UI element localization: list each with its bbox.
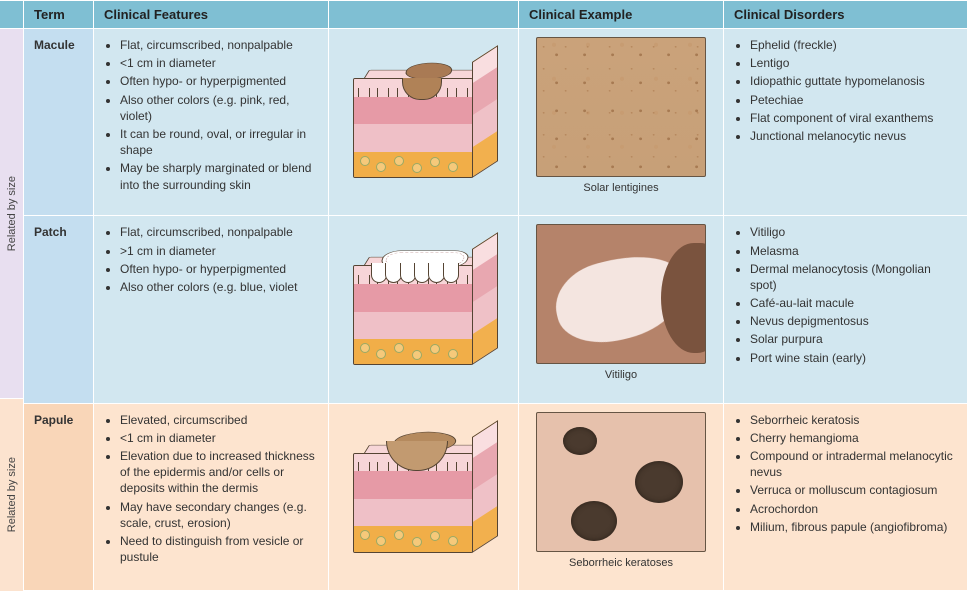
table-row: Macule Flat, circumscribed, nonpalpable <… [24,29,968,216]
list-item: Nevus depigmentosus [750,313,957,329]
features-cell: Flat, circumscribed, nonpalpable <1 cm in… [94,29,329,216]
list-item: Need to distinguish from vesicle or pust… [120,533,318,565]
list-item: Port wine stain (early) [750,350,957,366]
disorders-cell: Vitiligo Melasma Dermal melanocytosis (Mon… [724,216,968,403]
skin-diagram-papule [346,427,501,567]
side-group-1-label: Related by size [6,176,18,251]
th-term: Term [24,1,94,29]
list-item: Petechiae [750,92,957,108]
side-group-2-label: Related by size [6,457,18,532]
skin-diagram-patch [346,239,501,379]
example-caption: Seborrheic keratoses [529,556,713,571]
list-item: Flat, circumscribed, nonpalpable [120,224,318,240]
list-item: Vitiligo [750,224,957,240]
list-item: Ephelid (freckle) [750,37,957,53]
example-cell: Solar lentigines [519,29,724,216]
list-item: Lentigo [750,55,957,71]
table-row: Papule Elevated, circumscribed <1 cm in d… [24,403,968,590]
list-item: Elevated, circumscribed [120,412,318,428]
clinical-photo-vitiligo [536,224,706,364]
example-caption: Vitiligo [529,368,713,383]
list-item: Flat component of viral exanthems [750,110,957,126]
features-cell: Flat, circumscribed, nonpalpable >1 cm in… [94,216,329,403]
side-group-2: Related by size [0,398,23,591]
list-item: Cherry hemangioma [750,430,957,446]
list-item: Flat, circumscribed, nonpalpable [120,37,318,53]
clinical-photo-sk [536,412,706,552]
side-label-column: Related by size Related by size [0,0,23,591]
list-item: <1 cm in diameter [120,430,318,446]
side-header-spacer [0,0,23,28]
list-item: May be sharply marginated or blend into … [120,160,318,192]
list-item: Solar purpura [750,331,957,347]
example-caption: Solar lentigines [529,181,713,196]
features-list: Elevated, circumscribed <1 cm in diameter… [120,412,318,566]
list-item: Verruca or molluscum contagiosum [750,482,957,498]
list-item: Melasma [750,243,957,259]
clinical-photo-lentigines [536,37,706,177]
list-item: >1 cm in diameter [120,243,318,259]
list-item: Idiopathic guttate hypomelanosis [750,73,957,89]
term-cell: Papule [24,403,94,590]
list-item: Seborrheic keratosis [750,412,957,428]
list-item: Also other colors (e.g. pink, red, viole… [120,92,318,124]
th-diagram [329,1,519,29]
diagram-cell [329,216,519,403]
lesion-table: Term Clinical Features Clinical Example … [23,0,968,591]
list-item: Junctional melanocytic nevus [750,128,957,144]
th-disorders: Clinical Disorders [724,1,968,29]
list-item: May have secondary changes (e.g. scale, … [120,499,318,531]
page: Related by size Related by size Term Cli… [0,0,968,591]
list-item: Acrochordon [750,501,957,517]
list-item: Café-au-lait macule [750,295,957,311]
list-item: Dermal melanocytosis (Mongolian spot) [750,261,957,293]
list-item: Often hypo- or hyperpigmented [120,73,318,89]
disorders-list: Vitiligo Melasma Dermal melanocytosis (Mon… [750,224,957,366]
list-item: Milium, fibrous papule (angiofibroma) [750,519,957,535]
example-cell: Seborrheic keratoses [519,403,724,590]
features-list: Flat, circumscribed, nonpalpable <1 cm in… [120,37,318,193]
list-item: Elevation due to increased thickness of … [120,448,318,497]
diagram-cell [329,29,519,216]
term-cell: Patch [24,216,94,403]
disorders-list: Seborrheic keratosis Cherry hemangioma Com… [750,412,957,535]
disorders-cell: Seborrheic keratosis Cherry hemangioma Com… [724,403,968,590]
list-item: It can be round, oval, or irregular in s… [120,126,318,158]
example-cell: Vitiligo [519,216,724,403]
disorders-cell: Ephelid (freckle) Lentigo Idiopathic gutta… [724,29,968,216]
table-header-row: Term Clinical Features Clinical Example … [24,1,968,29]
side-group-1: Related by size [0,28,23,398]
table-row: Patch Flat, circumscribed, nonpalpable >1… [24,216,968,403]
list-item: Often hypo- or hyperpigmented [120,261,318,277]
disorders-list: Ephelid (freckle) Lentigo Idiopathic gutta… [750,37,957,144]
skin-diagram-macule [346,52,501,192]
features-cell: Elevated, circumscribed <1 cm in diameter… [94,403,329,590]
diagram-cell [329,403,519,590]
th-features: Clinical Features [94,1,329,29]
list-item: Compound or intradermal melanocytic nevu… [750,448,957,480]
list-item: <1 cm in diameter [120,55,318,71]
th-example: Clinical Example [519,1,724,29]
features-list: Flat, circumscribed, nonpalpable >1 cm in… [120,224,318,295]
list-item: Also other colors (e.g. blue, violet [120,279,318,295]
term-cell: Macule [24,29,94,216]
